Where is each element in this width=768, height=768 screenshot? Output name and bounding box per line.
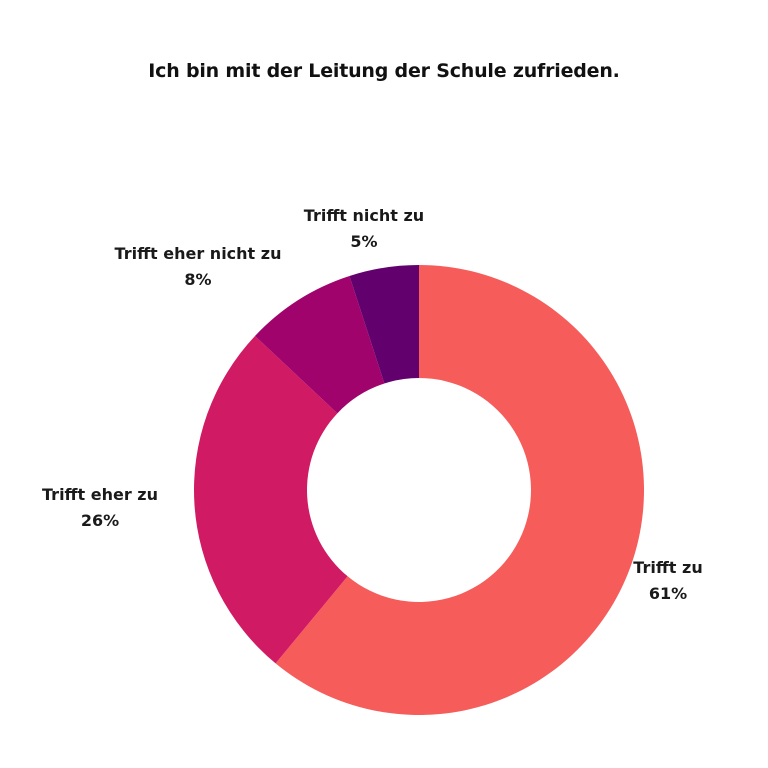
chart-title: Ich bin mit der Leitung der Schule zufri… (148, 60, 620, 82)
slice-label-2: Trifft eher zu 26% (42, 482, 158, 534)
slice-label-3: Trifft eher nicht zu 8% (115, 241, 282, 293)
slice-label-4: Trifft nicht zu 5% (304, 203, 424, 255)
donut-slice-4 (349, 265, 419, 384)
slice-category-label: Trifft eher zu (42, 485, 158, 504)
slice-percent-label: 8% (184, 270, 212, 289)
donut-slice-2 (194, 335, 348, 664)
slice-category-label: Trifft nicht zu (303, 206, 425, 225)
donut-slice-1 (275, 265, 644, 715)
slice-percent-label: 61% (648, 584, 688, 603)
slice-category-label: Trifft eher nicht zu (114, 244, 282, 263)
slice-percent-label: 5% (350, 232, 378, 251)
donut-slice-3 (254, 276, 385, 414)
slice-category-label: Trifft zu (633, 558, 703, 577)
slice-percent-label: 26% (80, 511, 120, 530)
slice-label-1: Trifft zu 61% (633, 555, 702, 607)
